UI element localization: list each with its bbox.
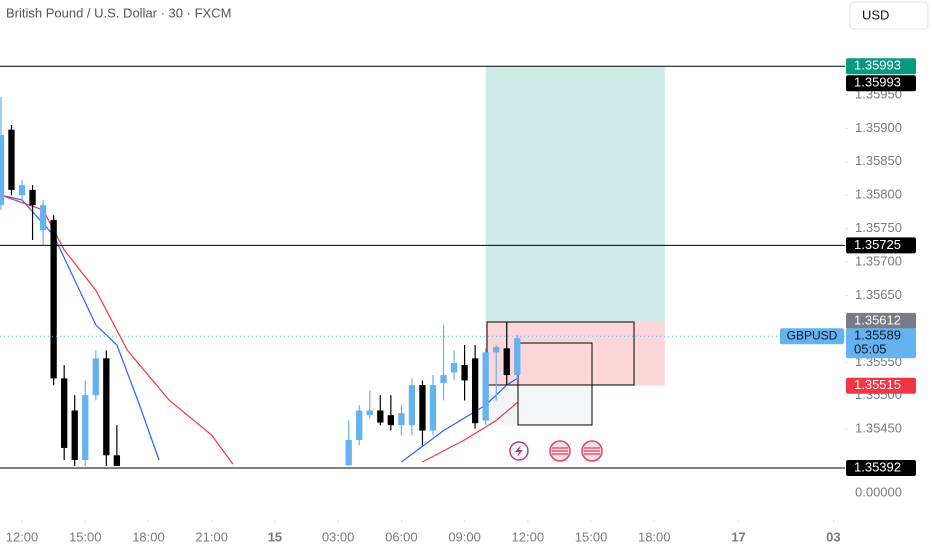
candle-body <box>408 385 416 426</box>
current-price-bg <box>846 328 916 359</box>
hline-label-bg <box>846 237 916 254</box>
candle-body <box>471 358 479 424</box>
x-tick-label: 15:00 <box>69 529 102 544</box>
y-tick-label: 1.35800 <box>855 187 902 202</box>
hline-label-bg <box>846 75 916 92</box>
event-icon-bolt <box>515 445 523 457</box>
chart-title: British Pound / U.S. Dollar · 30 · FXCM <box>6 5 231 20</box>
candle-body <box>429 385 437 431</box>
x-tick-label: 06:00 <box>385 529 418 544</box>
moving-average <box>0 194 518 465</box>
currency-button[interactable] <box>849 1 929 30</box>
candle-body <box>366 410 373 416</box>
plot-area <box>0 66 665 466</box>
symbol-tag-bg <box>780 328 844 345</box>
candle-body <box>113 455 121 466</box>
candle-body <box>103 358 110 456</box>
candle-body <box>419 385 426 431</box>
candle-body <box>29 189 36 206</box>
candle-body <box>82 395 89 460</box>
candle-body <box>345 439 352 466</box>
candle-body <box>61 378 68 448</box>
y-extra-label: 0.00000 <box>855 484 902 499</box>
target-price-label: 1.35993 <box>854 58 901 73</box>
flag-stripes <box>552 447 568 455</box>
entry-price-label: 1.35612 <box>854 312 901 327</box>
candle-body <box>503 348 510 376</box>
y-tick-label: 1.35650 <box>855 287 902 302</box>
candle-body <box>18 185 26 196</box>
x-tick-label: 17 <box>731 529 745 544</box>
candle-body <box>39 205 47 230</box>
x-tick-label: 15:00 <box>575 529 608 544</box>
y-tick-label: 1.35700 <box>855 254 902 269</box>
stop-zone <box>485 320 665 386</box>
x-tick-label: 03 <box>826 529 840 544</box>
x-tick-label: 18:00 <box>638 529 671 544</box>
current-price-label: 1.35589 <box>854 328 901 343</box>
candle-body <box>493 346 500 353</box>
candle-body <box>50 219 57 379</box>
y-tick-label: 1.35850 <box>855 153 902 168</box>
entry-price-label-bg <box>846 312 916 329</box>
hline-label-bg <box>846 459 916 476</box>
flag-stripes <box>584 447 600 455</box>
candle-body <box>8 129 15 190</box>
symbol-tag: GBPUSD <box>787 328 838 342</box>
drawing-box <box>517 342 593 426</box>
event-icons <box>509 440 603 462</box>
target-zone <box>485 66 665 321</box>
candle-body <box>398 413 405 426</box>
x-tick-label: 03:00 <box>322 529 355 544</box>
candle-body <box>440 375 447 384</box>
x-tick-label: 15 <box>268 529 282 544</box>
x-tick-label: 12:00 <box>512 529 545 544</box>
moving-average <box>0 194 518 463</box>
x-tick-label: 18:00 <box>132 529 165 544</box>
candle-body <box>514 338 521 376</box>
candle-body <box>71 410 78 460</box>
hline-label: 1.35993 <box>854 75 901 90</box>
stop-price-label: 1.35515 <box>854 377 901 392</box>
candle-body <box>92 358 99 396</box>
x-tick-label: 09:00 <box>448 529 481 544</box>
stop-price-label-bg <box>846 377 916 394</box>
hline-label: 1.35725 <box>854 237 901 252</box>
candle-body <box>377 410 384 423</box>
candle-body <box>482 352 489 421</box>
countdown-label: 05:05 <box>854 342 887 357</box>
currency-label[interactable]: USD <box>862 7 889 22</box>
target-price-label-bg <box>846 58 916 75</box>
hline-label: 1.35392 <box>854 459 901 474</box>
candle-body <box>0 135 5 206</box>
candle-body <box>461 365 468 381</box>
x-tick-label: 12:00 <box>6 529 39 544</box>
y-tick-label: 1.35750 <box>855 220 902 235</box>
candle-body <box>387 415 394 426</box>
y-tick-label: 1.35450 <box>855 421 902 436</box>
y-tick-label: 1.35900 <box>855 120 902 135</box>
candle-body <box>450 363 458 373</box>
drawing-box <box>487 385 592 425</box>
x-tick-label: 21:00 <box>195 529 228 544</box>
candle-body <box>356 410 363 440</box>
